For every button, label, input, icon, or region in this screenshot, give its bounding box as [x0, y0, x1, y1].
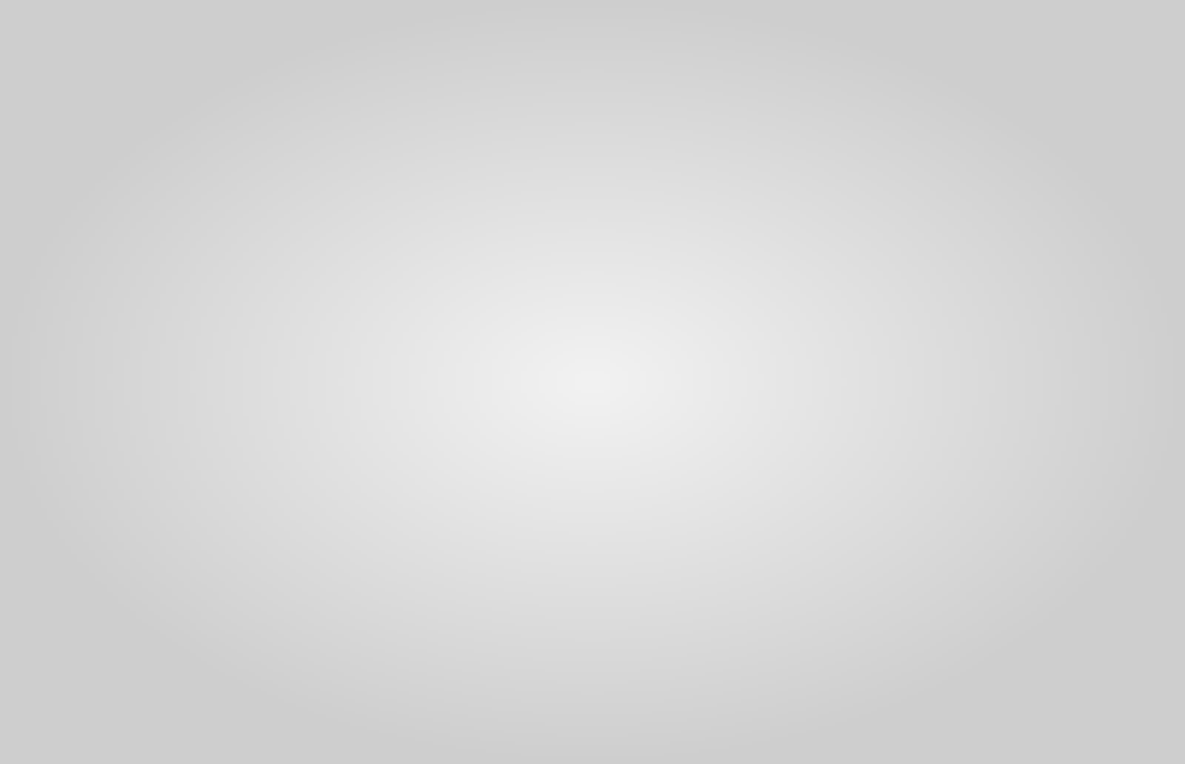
Text: 2310: 2310	[1027, 147, 1058, 157]
Cost to fix bugs	[609, 454, 623, 463]
Shift defect detection earlier	[822, 548, 837, 557]
Title: Relative Costs to Fix Defects: Relative Costs to Fix Defects	[369, 15, 864, 43]
Text: 480: 480	[604, 523, 628, 533]
Shift defect detection earlier	[396, 589, 410, 598]
Text: 160: 160	[391, 588, 415, 598]
Cost to fix bugs	[396, 605, 410, 614]
Text: 360: 360	[818, 548, 841, 558]
Text: 1100: 1100	[1027, 395, 1058, 405]
Text: 816: 816	[604, 454, 628, 464]
Text: 360: 360	[818, 548, 841, 558]
Legend: Cost to fix bugs, Shift defect detection earlier: Cost to fix bugs, Shift defect detection…	[347, 730, 885, 764]
Shift defect detection earlier	[609, 523, 623, 533]
Shift defect detection earlier	[182, 616, 197, 625]
Text: 31: 31	[182, 615, 197, 625]
Line: Cost to fix bugs: Cost to fix bugs	[175, 138, 1057, 639]
Cost to fix bugs	[822, 548, 837, 557]
Cost to fix bugs	[182, 620, 197, 630]
Line: Shift defect detection earlier: Shift defect detection earlier	[175, 387, 1057, 634]
Text: 80: 80	[396, 605, 410, 615]
Cost to fix bugs	[1036, 147, 1050, 156]
Shift defect detection earlier	[1036, 396, 1050, 405]
Text: 8: 8	[186, 620, 193, 630]
